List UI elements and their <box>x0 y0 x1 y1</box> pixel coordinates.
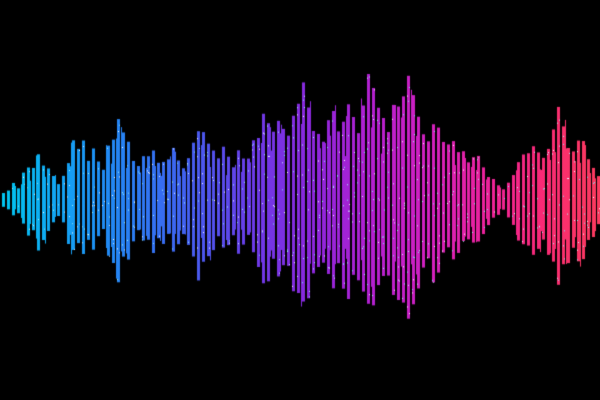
waveform-visualization: Audio Waveform <box>0 0 600 400</box>
waveform-canvas <box>0 0 600 400</box>
